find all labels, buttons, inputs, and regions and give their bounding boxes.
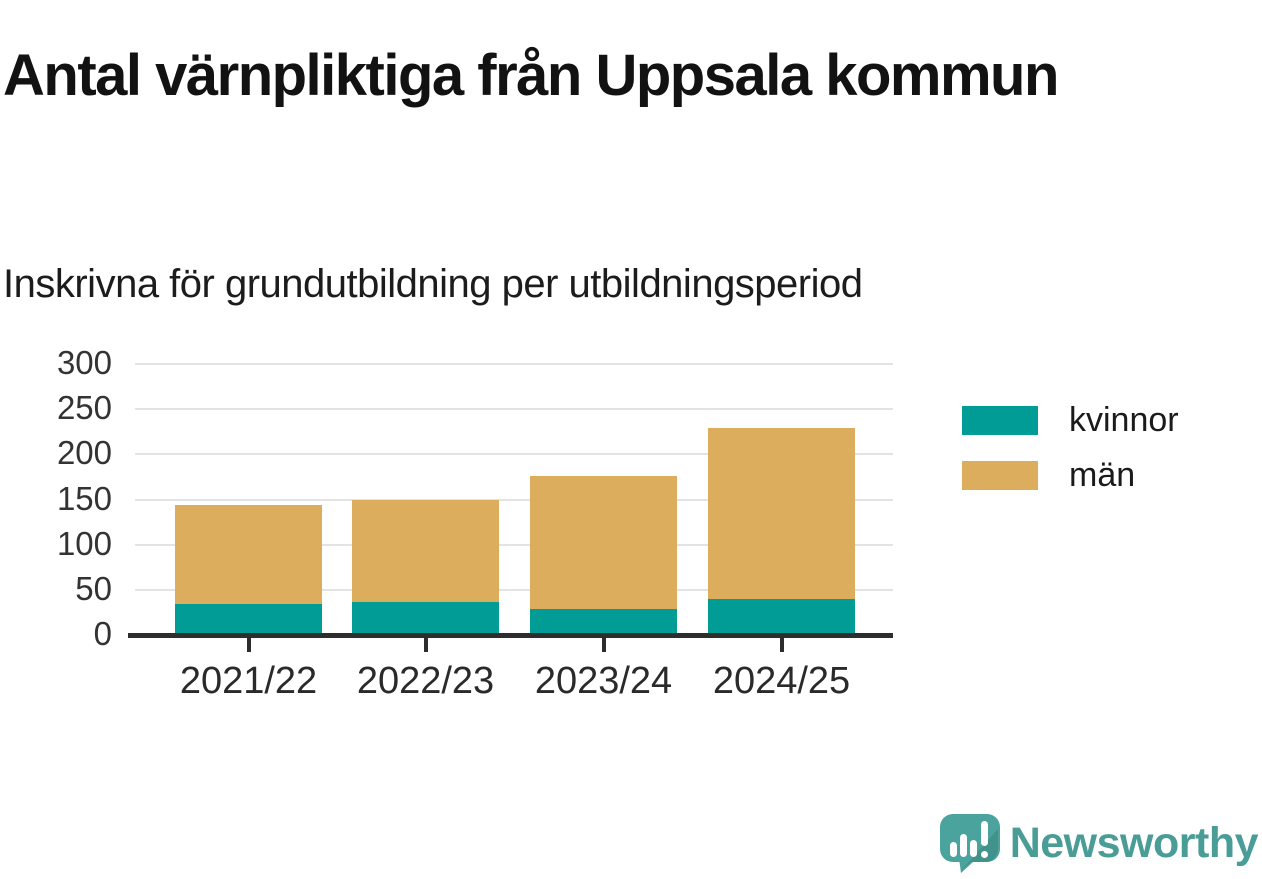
- bar-segment-kvinnor-2023/24: [530, 608, 677, 635]
- y-axis-label-200: 200: [56, 434, 112, 472]
- chart-subtitle: Inskrivna för grundutbildning per utbild…: [3, 262, 863, 306]
- page-title: Antal värnpliktiga från Uppsala kommun: [3, 42, 1059, 108]
- y-axis-label-250: 250: [56, 389, 112, 427]
- bar-segment-kvinnor-2021/22: [175, 604, 322, 635]
- x-axis-line: [128, 633, 893, 638]
- legend-item-kvinnor: kvinnor: [962, 401, 1179, 439]
- legend-item-män: män: [962, 456, 1179, 494]
- x-axis-label-2022/23: 2022/23: [356, 660, 495, 702]
- x-tick-2022/23: [423, 638, 428, 652]
- bar-segment-män-2024/25: [708, 428, 855, 599]
- speech-bubble-chart-icon: [939, 814, 1000, 873]
- bar-stack-2022/23: [352, 499, 499, 635]
- legend: kvinnor män: [962, 401, 1179, 516]
- bar-stack-2023/24: [530, 476, 677, 635]
- gridline-250: [135, 408, 893, 411]
- x-tick-2024/25: [779, 638, 784, 652]
- x-tick-2023/24: [601, 638, 606, 652]
- x-tick-2021/22: [246, 638, 251, 652]
- legend-swatch-kvinnor: [962, 406, 1038, 435]
- gridline-150: [135, 498, 893, 501]
- newsworthy-wordmark: Newsworthy: [1009, 818, 1259, 867]
- legend-label-kvinnor: kvinnor: [1069, 401, 1179, 439]
- x-axis-label-2021/22: 2021/22: [179, 660, 318, 702]
- gridline-200: [135, 453, 893, 456]
- gridline-100: [135, 543, 893, 546]
- y-axis-label-150: 150: [56, 479, 112, 517]
- y-axis-label-50: 50: [75, 569, 112, 607]
- gridline-50: [135, 588, 893, 591]
- newsworthy-logo: Newsworthy: [939, 813, 1259, 873]
- bar-segment-män-2022/23: [352, 499, 499, 602]
- y-axis-label-0: 0: [93, 615, 112, 652]
- x-axis-label-2023/24: 2023/24: [534, 660, 673, 702]
- x-axis-label-2024/25: 2024/25: [712, 660, 851, 702]
- bar-segment-män-2021/22: [175, 504, 322, 605]
- y-axis-label-100: 100: [56, 524, 112, 562]
- y-axis-label-300: 300: [56, 344, 112, 381]
- legend-swatch-män: [962, 461, 1038, 490]
- gridline-300: [135, 363, 893, 365]
- bar-segment-män-2023/24: [530, 476, 677, 609]
- legend-label-män: män: [1069, 456, 1136, 494]
- bar-stack-2024/25: [708, 428, 855, 635]
- bar-segment-kvinnor-2022/23: [352, 601, 499, 635]
- bar-segment-kvinnor-2024/25: [708, 598, 855, 635]
- bar-stack-2021/22: [175, 504, 322, 635]
